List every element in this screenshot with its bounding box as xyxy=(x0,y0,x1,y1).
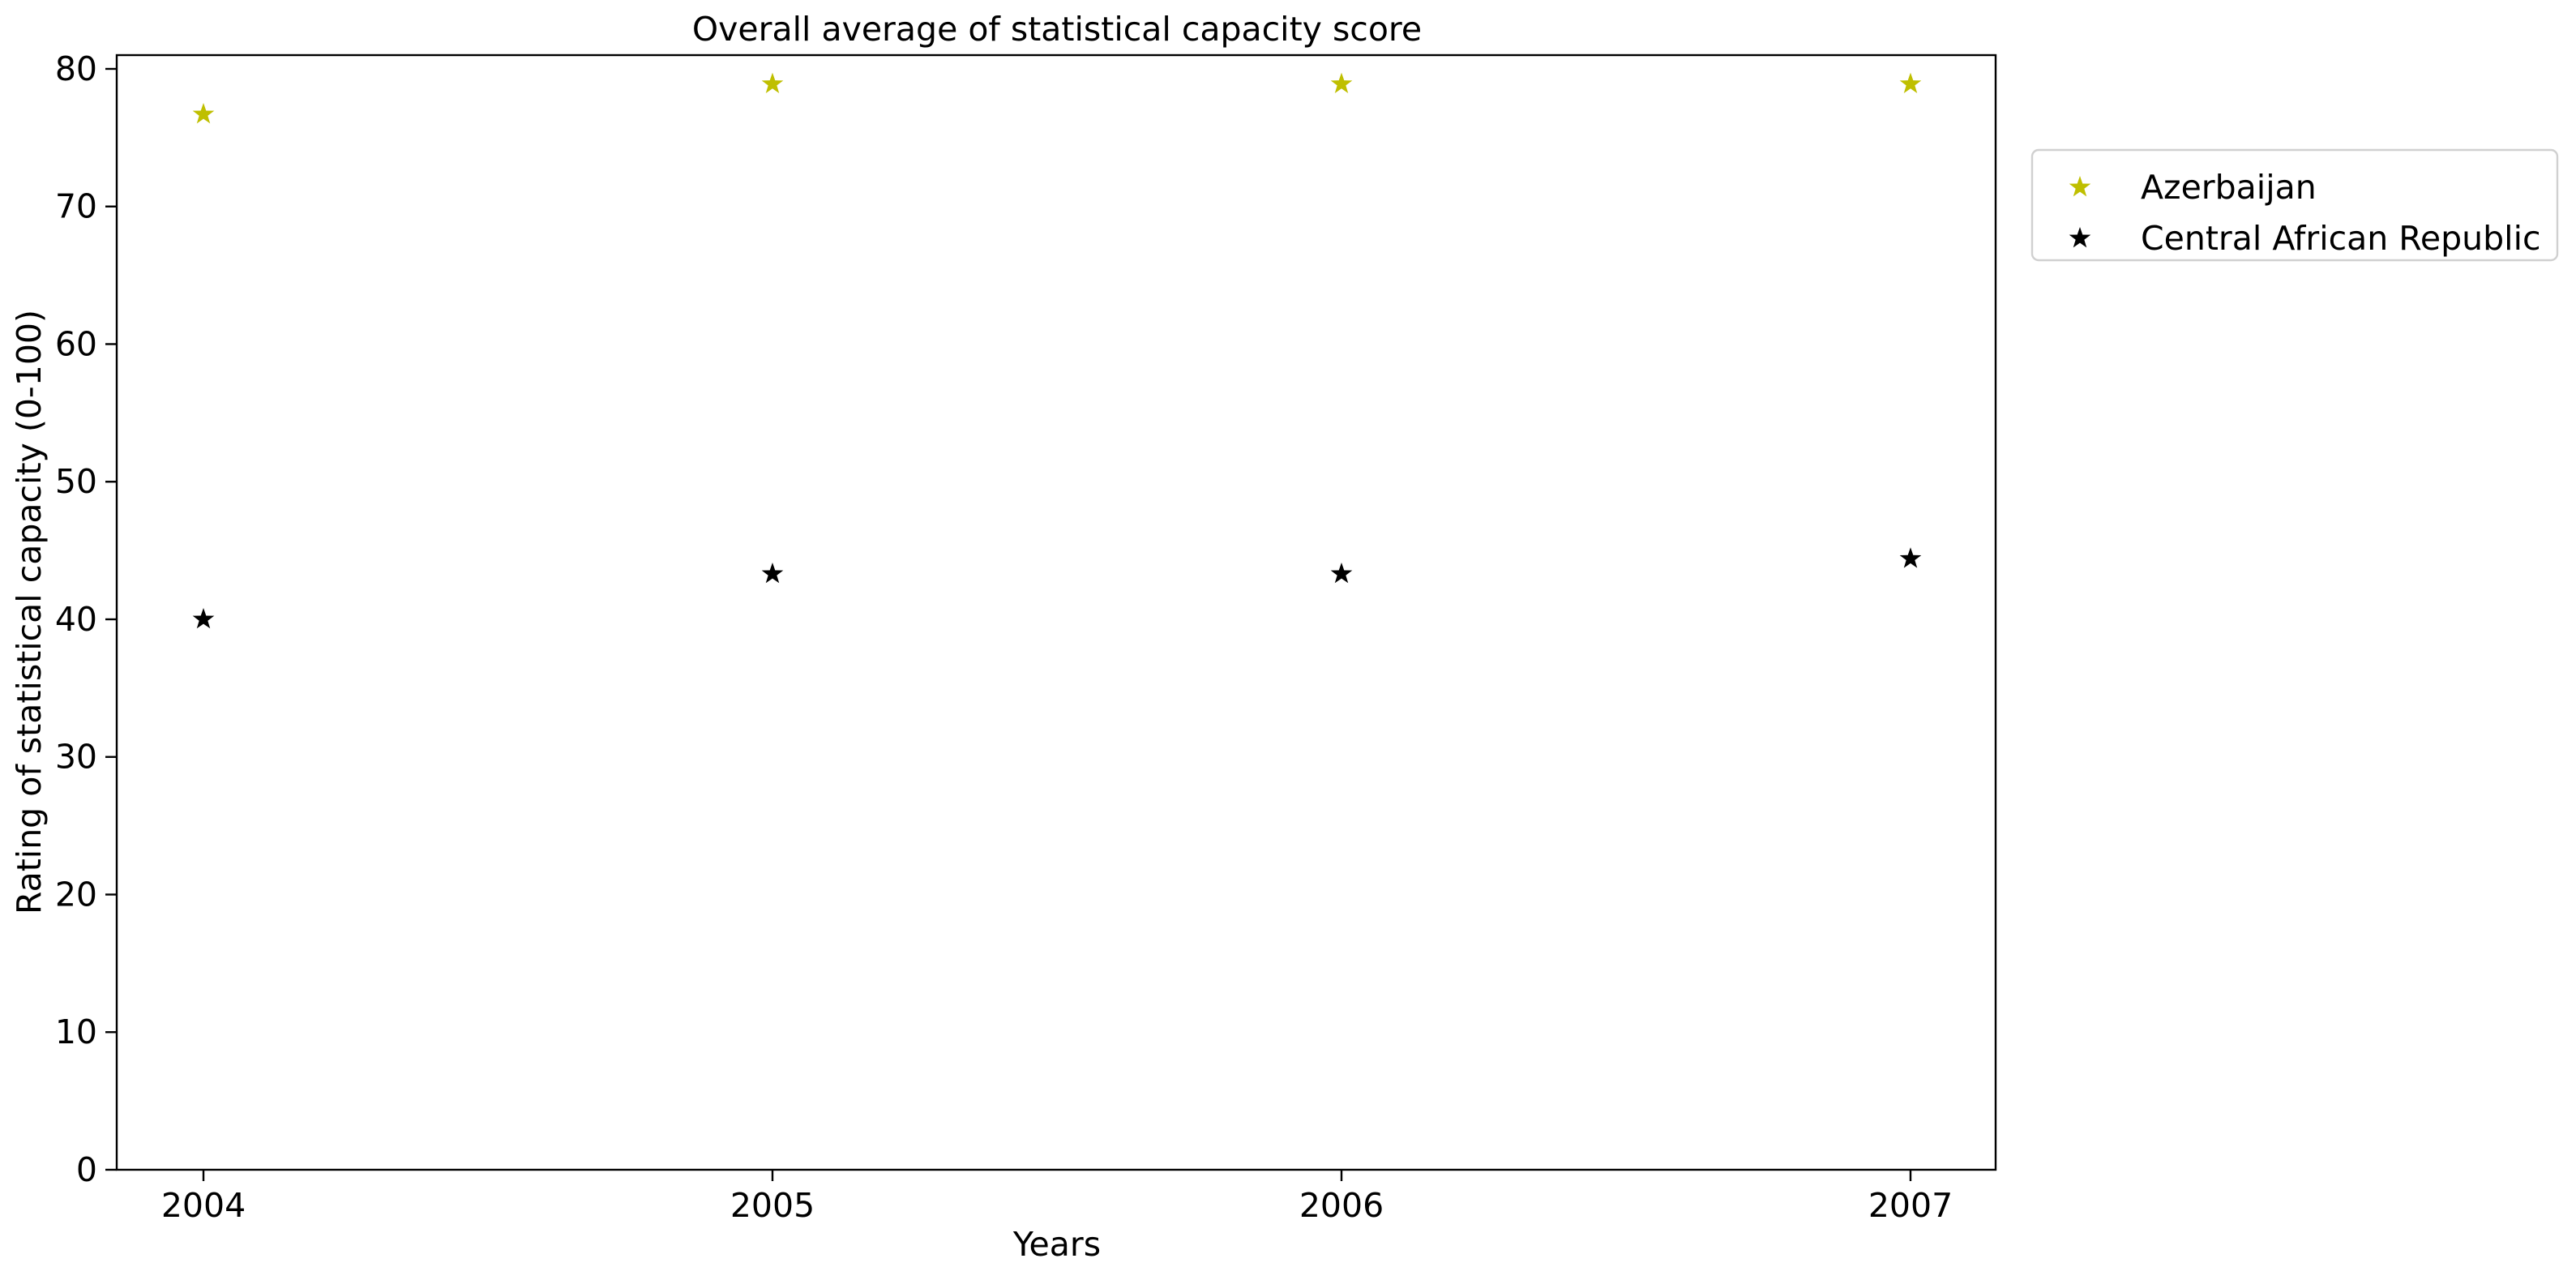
data-point xyxy=(192,607,215,629)
chart-title: Overall average of statistical capacity … xyxy=(692,10,1422,49)
y-tick-label: 10 xyxy=(55,1012,97,1051)
y-axis-label: Rating of statistical capacity (0-100) xyxy=(10,310,49,914)
legend-frame xyxy=(2030,148,2559,262)
y-tick-label: 30 xyxy=(55,738,97,777)
data-point xyxy=(1899,72,1922,93)
x-axis: 2004 2005 2006 2007 xyxy=(161,1170,1953,1225)
legend: Azerbaijan Central African Republic xyxy=(2030,148,2559,262)
x-tick-label: 2004 xyxy=(161,1186,246,1225)
y-tick-label: 70 xyxy=(55,187,97,226)
data-point xyxy=(761,562,784,584)
data-point xyxy=(1330,562,1353,584)
y-tick-label: 20 xyxy=(55,875,97,914)
data-point xyxy=(192,102,215,124)
data-point xyxy=(1899,547,1922,568)
y-axis: 0 10 20 30 40 50 60 70 80 xyxy=(55,49,117,1189)
series-layer xyxy=(192,72,1922,629)
x-axis-label: Years xyxy=(1012,1225,1101,1264)
data-point xyxy=(1330,72,1353,93)
y-tick-label: 40 xyxy=(55,600,97,639)
series-1 xyxy=(192,547,1922,629)
x-tick-label: 2005 xyxy=(730,1186,815,1225)
legend-label: Central African Republic xyxy=(2141,219,2541,258)
y-tick-label: 50 xyxy=(55,462,97,501)
legend-marker xyxy=(2069,176,2091,197)
legend-label: Azerbaijan xyxy=(2141,168,2317,207)
y-tick-label: 80 xyxy=(55,49,97,88)
plot-frame xyxy=(115,54,1997,1171)
data-point xyxy=(761,72,784,93)
x-tick-label: 2007 xyxy=(1868,1186,1953,1225)
legend-marker xyxy=(2069,227,2091,248)
series-0 xyxy=(192,72,1922,124)
x-tick-label: 2006 xyxy=(1299,1186,1384,1225)
y-tick-label: 0 xyxy=(76,1150,97,1189)
y-tick-label: 60 xyxy=(55,324,97,363)
